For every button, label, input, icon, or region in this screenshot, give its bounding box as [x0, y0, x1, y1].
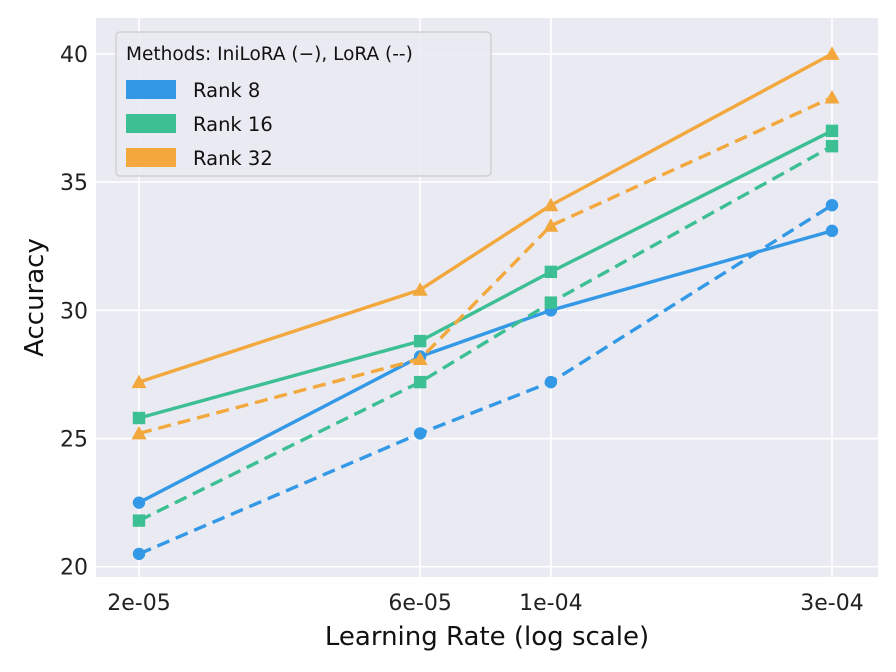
data-point-rank-16-inilora: [544, 265, 558, 279]
series-rank-16-lora: [132, 140, 839, 527]
data-point-rank-8-inilora: [825, 224, 839, 238]
series-rank-16-inilora: [132, 124, 839, 425]
grid: [96, 18, 878, 577]
legend-swatch: [126, 114, 176, 133]
legend-label: Rank 16: [193, 113, 273, 136]
data-point-rank-16-lora: [413, 375, 427, 389]
ticks: 20 25 30 35 40 2e-05 6e-05 1e-04 3e-04: [60, 43, 864, 616]
data-point-rank-16-inilora: [825, 124, 839, 138]
data-point-rank-8-lora: [544, 375, 558, 389]
data-point-rank-16-lora: [544, 296, 558, 309]
series-group: [131, 46, 840, 561]
series-rank-32-inilora: [131, 46, 840, 389]
data-point-rank-16-inilora: [132, 411, 146, 425]
x-axis-title: Learning Rate (log scale): [325, 622, 649, 652]
legend-swatch: [126, 80, 176, 99]
legend: Methods: IniLoRA (−), LoRA (--) Rank 8 Ra…: [115, 31, 492, 177]
data-point-rank-16-lora: [825, 140, 839, 153]
data-point-rank-32-inilora: [412, 282, 428, 296]
data-point-rank-16-lora: [132, 514, 146, 527]
data-point-rank-32-lora: [543, 218, 559, 232]
series-line-rank-8-inilora: [138, 229, 833, 505]
data-point-rank-32-inilora: [824, 46, 840, 60]
data-point-rank-32-lora: [824, 89, 840, 104]
series-line-rank-16-inilora: [138, 129, 833, 420]
y-tick-label: 25: [60, 428, 88, 453]
series-line-rank-32-inilora: [138, 52, 833, 384]
data-point-rank-8-inilora: [132, 496, 146, 509]
legend-title: Methods: IniLoRA (−), LoRA (--): [126, 44, 413, 65]
y-tick-label: 40: [60, 43, 88, 68]
legend-swatch: [126, 148, 176, 167]
x-tick-label: 1e-04: [519, 591, 582, 616]
series-rank-8-lora: [132, 198, 839, 561]
data-point-rank-8-lora: [825, 198, 839, 212]
x-tick-label: 2e-05: [107, 591, 170, 616]
data-point-rank-16-inilora: [413, 334, 427, 348]
y-tick-label: 35: [60, 171, 88, 196]
data-point-rank-32-lora: [412, 351, 428, 366]
series-line-rank-32-lora: [138, 95, 833, 436]
y-tick-label: 20: [60, 556, 88, 581]
series-line-rank-16-lora: [138, 144, 833, 523]
x-tick-label: 3e-04: [800, 591, 863, 616]
y-axis-title: Accuracy: [20, 238, 50, 357]
y-tick-label: 30: [60, 299, 88, 324]
legend-label: Rank 32: [193, 147, 273, 170]
series-line-rank-8-lora: [138, 203, 833, 556]
data-point-rank-32-inilora: [131, 374, 147, 389]
x-tick-label: 6e-05: [388, 591, 451, 616]
data-point-rank-8-lora: [413, 427, 427, 440]
legend-box: [115, 31, 492, 177]
series-rank-8-inilora: [132, 224, 839, 509]
legend-label: Rank 8: [193, 79, 260, 102]
data-point-rank-8-lora: [132, 547, 146, 561]
series-rank-32-lora: [131, 89, 840, 440]
data-point-rank-32-lora: [131, 425, 147, 440]
data-point-rank-32-inilora: [543, 197, 559, 212]
